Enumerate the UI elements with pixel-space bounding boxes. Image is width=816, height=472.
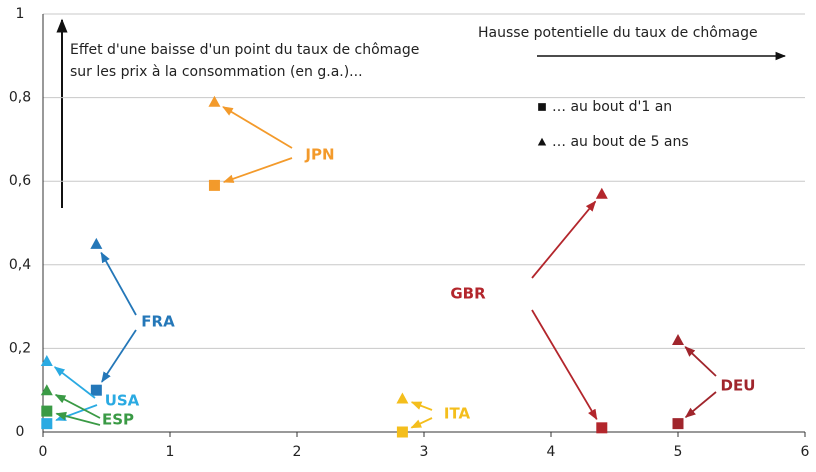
legend-marker <box>537 137 547 146</box>
x-tick-label: 5 <box>674 444 683 460</box>
x-tick-label: 4 <box>547 444 556 460</box>
arrow <box>531 200 597 279</box>
y-tick-label: 0,8 <box>9 90 31 106</box>
point <box>41 405 53 417</box>
arrow <box>54 394 101 419</box>
y-tick-label: 1 <box>16 6 25 22</box>
annotation: Effet d'une baisse d'un point du taux de… <box>70 42 419 58</box>
series-label: ESP <box>102 411 134 429</box>
x-tick-label: 0 <box>39 444 48 460</box>
arrow <box>684 346 717 377</box>
arrow <box>410 417 433 429</box>
point <box>90 384 102 396</box>
arrow <box>100 251 137 316</box>
point <box>90 237 103 249</box>
point <box>396 392 409 404</box>
point <box>41 418 53 430</box>
annotation: Hausse potentielle du taux de chômage <box>478 25 758 41</box>
x-tick-label: 3 <box>420 444 429 460</box>
annotation: sur les prix à la consommation (en g.a.)… <box>70 64 363 80</box>
series-label: GBR <box>450 285 486 303</box>
y-tick-label: 0,2 <box>9 340 31 356</box>
arrow <box>222 157 293 183</box>
legend-label: … au bout de 5 ans <box>552 134 689 150</box>
point <box>208 95 221 107</box>
point <box>208 179 220 191</box>
arrow <box>410 401 433 411</box>
legend-label: … au bout d'1 an <box>552 99 672 115</box>
arrow <box>53 366 96 399</box>
point <box>672 334 684 346</box>
x-tick-label: 6 <box>801 444 810 460</box>
point <box>596 422 608 434</box>
point <box>40 354 53 366</box>
legend-marker <box>538 103 546 111</box>
arrow <box>222 106 293 149</box>
y-tick-label: 0,6 <box>9 173 31 189</box>
point <box>40 384 53 396</box>
series-label: ITA <box>444 405 471 423</box>
series-label: JPN <box>304 146 334 164</box>
arrow <box>101 329 137 383</box>
y-tick-label: 0 <box>16 424 25 440</box>
x-tick-label: 1 <box>166 444 175 460</box>
point <box>672 418 684 430</box>
x-tick-label: 2 <box>293 444 302 460</box>
arrow <box>531 309 598 421</box>
series-label: DEU <box>721 377 756 395</box>
arrow <box>684 391 717 418</box>
y-tick-label: 0,4 <box>9 257 31 273</box>
arrow <box>55 411 101 426</box>
series-label: USA <box>105 392 140 410</box>
series-label: FRA <box>141 313 175 331</box>
point <box>595 187 608 199</box>
point <box>396 426 408 438</box>
